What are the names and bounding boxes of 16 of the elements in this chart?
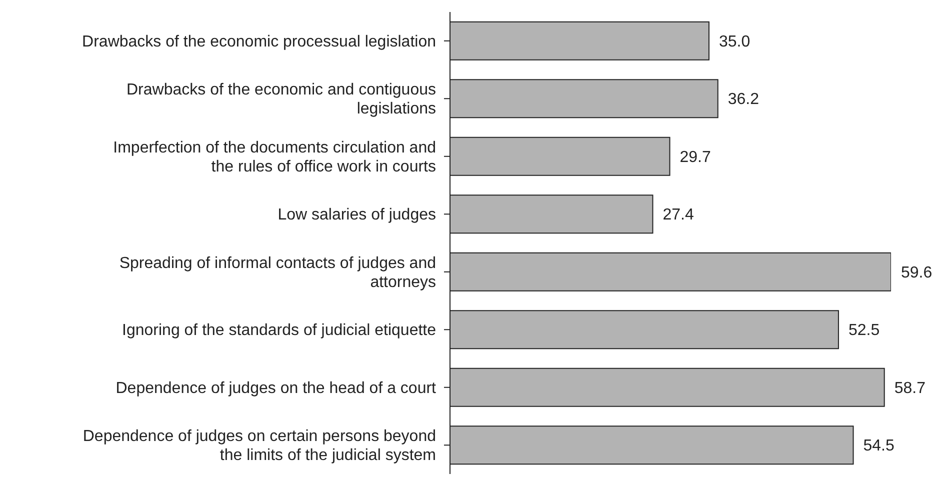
data-label: 36.2	[728, 91, 760, 108]
data-label: 54.5	[863, 438, 895, 455]
y-tick-label: Ignoring of the standards of judicial etiquette	[122, 322, 436, 340]
data-label: 27.4	[662, 206, 694, 224]
y-tick-label: Low salaries of judges	[278, 206, 436, 224]
data-label: 35.0	[718, 34, 750, 50]
data-label: 29.7	[680, 148, 711, 166]
y-tick-label: Drawbacks of the economic and contiguous legislations	[126, 82, 436, 118]
data-label: 52.5	[848, 322, 880, 340]
y-tick-label: Imperfection of the documents circulation and the rules of office work in courts	[113, 139, 436, 176]
y-tick-label: Dependence of judges on certain persons beyond the limits of the judicial system	[82, 428, 436, 464]
data-label: 58.7	[894, 380, 926, 397]
y-tick-label: Drawbacks of the economic processual legislation	[82, 33, 436, 50]
y-tick-label: Dependence of judges on the head of a court	[116, 380, 437, 397]
y-tick-label: Spreading of informal contacts of judges and attorneys	[119, 254, 436, 291]
data-label: 59.6	[901, 264, 932, 282]
